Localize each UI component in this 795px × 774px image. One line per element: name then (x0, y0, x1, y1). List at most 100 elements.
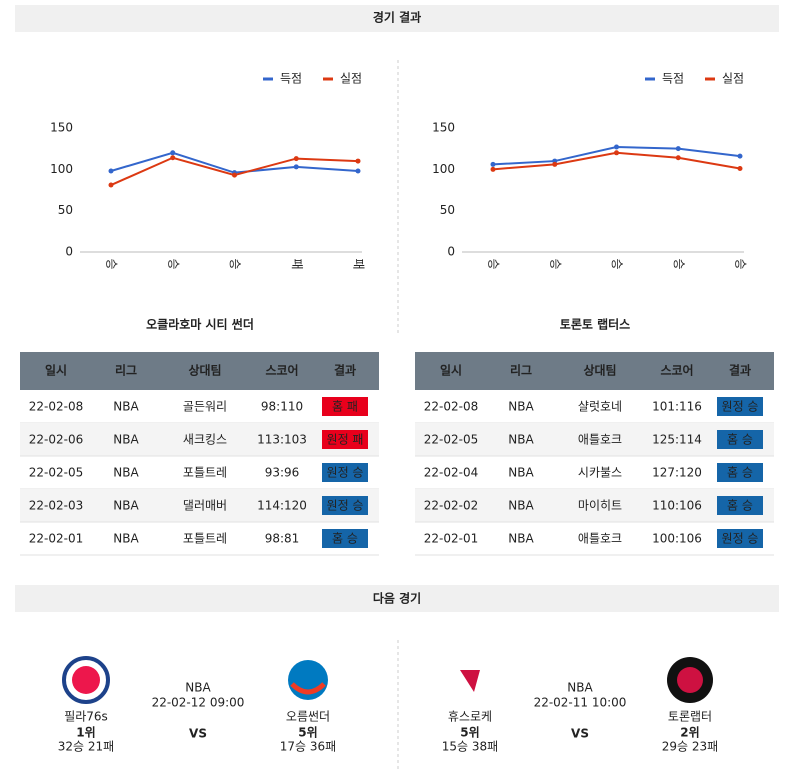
point (614, 144, 619, 150)
cell: 애틀호크 (578, 433, 622, 447)
point (737, 153, 743, 159)
team-rank: 5위 (298, 726, 317, 740)
result-badge (322, 529, 368, 548)
section-bar (15, 5, 779, 32)
y-tick-label: 50 (58, 203, 73, 217)
result-badge (717, 463, 763, 482)
y-tick-label: 0 (447, 245, 455, 259)
row-bg (415, 423, 774, 456)
result-badge-label: 원정 승 (327, 499, 364, 513)
team-name: 오름썬더 (286, 710, 330, 724)
vs: VS (571, 727, 589, 741)
x-tick-label: 승 (228, 258, 242, 269)
result-badge-label: 원정 승 (327, 466, 364, 480)
datetime: 22-02-11 10:00 (534, 696, 627, 710)
point (490, 161, 496, 167)
league: NBA (567, 681, 593, 695)
result-badge-label: 홈 승 (727, 499, 753, 513)
result-badge (717, 529, 763, 548)
team-record: 32승 21패 (58, 740, 114, 754)
cell: 22-02-01 (29, 532, 83, 546)
section-bar (15, 585, 779, 612)
x-tick-label: 승 (166, 258, 180, 269)
y-tick-label: 50 (440, 203, 455, 217)
point (108, 182, 114, 188)
team-logo (460, 670, 480, 692)
table-header (415, 352, 774, 390)
cell: 22-02-01 (424, 532, 478, 546)
cell: 98:81 (265, 532, 300, 546)
team-rank: 5위 (460, 726, 479, 740)
team-name: 토론랩터 (668, 710, 712, 724)
datetime: 22-02-12 09:00 (152, 696, 245, 710)
x-tick-label: 승 (487, 258, 501, 269)
cell: 22-02-06 (29, 433, 83, 447)
result-badge-label: 원정 승 (722, 400, 759, 414)
cell: NBA (113, 499, 139, 513)
team-record: 29승 23패 (662, 740, 718, 754)
team-record: 15승 38패 (442, 740, 498, 754)
y-tick-label: 150 (50, 121, 73, 135)
point (737, 166, 743, 172)
team-logo (677, 667, 703, 693)
legend-label: 실점 (722, 72, 744, 86)
row-bg (415, 489, 774, 522)
y-tick-label: 0 (65, 245, 73, 259)
result-badge (717, 430, 763, 449)
x-tick-label: 승 (610, 258, 624, 269)
team-rank: 1위 (76, 726, 95, 740)
cell: 22-02-04 (424, 466, 478, 480)
cell: 100:106 (652, 532, 702, 546)
column-header: 리그 (510, 363, 532, 378)
cell: 113:103 (257, 433, 307, 447)
cell: 골든워리 (183, 400, 227, 414)
vs: VS (189, 727, 207, 741)
cell: 포틀트레 (183, 532, 227, 546)
y-tick-label: 150 (432, 121, 455, 135)
cell: 110:106 (652, 499, 702, 513)
cell: NBA (508, 532, 534, 546)
x-tick-label: 승 (548, 258, 562, 269)
column-header: 리그 (115, 363, 137, 378)
point (355, 158, 361, 164)
column-header: 결과 (334, 363, 356, 378)
team-logo (290, 682, 326, 695)
y-tick-label: 100 (50, 162, 73, 176)
column-header: 일시 (45, 364, 67, 378)
cell: NBA (508, 499, 534, 513)
team-name: 필라76s (64, 710, 108, 724)
cell: 22-02-05 (29, 466, 83, 480)
result-badge-label: 홈 승 (332, 532, 358, 546)
point (675, 155, 681, 161)
result-badge (322, 430, 368, 449)
column-header: 스코어 (265, 363, 298, 378)
row-bg (20, 423, 379, 456)
x-tick-label: 승 (672, 258, 686, 269)
column-header: 상대팀 (583, 363, 616, 378)
point (355, 168, 361, 174)
point (552, 161, 558, 167)
point (232, 172, 237, 178)
team-logo (72, 666, 100, 694)
result-badge (322, 397, 368, 416)
cell: 125:114 (652, 433, 702, 447)
point (675, 146, 681, 152)
cell: NBA (508, 433, 534, 447)
league: NBA (185, 681, 211, 695)
cell: 마이히트 (578, 499, 622, 513)
legend-label: 득점 (280, 72, 302, 86)
cell: NBA (508, 466, 534, 480)
cell: 시카불스 (578, 466, 622, 480)
x-tick-label: 승 (734, 258, 748, 269)
result-badge (717, 397, 763, 416)
team-title: 오클라호마 시티 썬더 (146, 317, 254, 332)
result-badge-label: 원정 패 (327, 433, 364, 447)
result-badge-label: 홈 승 (727, 433, 753, 447)
cell: 애틀호크 (578, 532, 622, 546)
row-bg (20, 489, 379, 522)
point (490, 166, 496, 172)
x-tick-label: 패 (352, 258, 366, 269)
team-rank: 2위 (680, 726, 699, 740)
cell: 101:116 (652, 400, 702, 414)
